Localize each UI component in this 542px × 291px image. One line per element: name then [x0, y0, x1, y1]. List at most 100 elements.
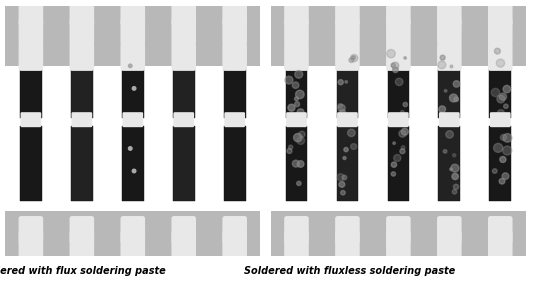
Circle shape	[499, 93, 506, 100]
Circle shape	[439, 106, 446, 113]
Circle shape	[387, 49, 395, 58]
FancyBboxPatch shape	[488, 18, 513, 46]
FancyBboxPatch shape	[18, 0, 43, 26]
Bar	[286, 43, 307, 118]
FancyBboxPatch shape	[173, 112, 194, 127]
Bar	[388, 43, 409, 118]
Circle shape	[499, 178, 505, 184]
Bar	[337, 126, 358, 201]
Text: Soldered with fluxless soldering paste: Soldered with fluxless soldering paste	[244, 266, 455, 276]
Bar	[5, 211, 260, 256]
FancyBboxPatch shape	[335, 18, 360, 46]
FancyBboxPatch shape	[69, 0, 94, 26]
Circle shape	[341, 191, 345, 195]
FancyBboxPatch shape	[21, 112, 41, 127]
Circle shape	[292, 82, 299, 88]
Circle shape	[297, 161, 304, 167]
Circle shape	[132, 87, 136, 90]
FancyBboxPatch shape	[222, 0, 247, 26]
Circle shape	[440, 55, 445, 60]
FancyBboxPatch shape	[171, 43, 196, 71]
Circle shape	[494, 143, 503, 152]
Circle shape	[453, 81, 460, 87]
Circle shape	[391, 162, 397, 167]
FancyBboxPatch shape	[388, 112, 409, 127]
Circle shape	[496, 59, 505, 67]
Circle shape	[344, 148, 348, 152]
Bar	[489, 43, 511, 118]
FancyBboxPatch shape	[437, 216, 462, 244]
Circle shape	[339, 182, 345, 187]
Circle shape	[285, 76, 293, 84]
Bar	[388, 126, 409, 201]
Circle shape	[338, 104, 345, 111]
FancyBboxPatch shape	[437, 43, 462, 71]
Circle shape	[393, 155, 401, 162]
Circle shape	[503, 85, 511, 93]
FancyBboxPatch shape	[18, 18, 43, 46]
Circle shape	[451, 164, 459, 172]
FancyBboxPatch shape	[284, 0, 309, 26]
Circle shape	[128, 64, 132, 68]
FancyBboxPatch shape	[488, 0, 513, 26]
Bar	[173, 43, 195, 118]
Bar	[5, 6, 260, 66]
Circle shape	[504, 104, 508, 109]
Circle shape	[295, 90, 304, 99]
FancyBboxPatch shape	[386, 43, 411, 71]
Circle shape	[295, 70, 302, 78]
FancyBboxPatch shape	[488, 231, 513, 259]
Bar	[271, 211, 526, 256]
Circle shape	[391, 63, 395, 68]
Circle shape	[399, 130, 406, 137]
Circle shape	[294, 97, 299, 101]
Circle shape	[297, 109, 304, 116]
FancyBboxPatch shape	[284, 43, 309, 71]
Circle shape	[347, 129, 355, 136]
FancyBboxPatch shape	[120, 216, 145, 244]
FancyBboxPatch shape	[284, 231, 309, 259]
FancyBboxPatch shape	[171, 216, 196, 244]
Circle shape	[297, 137, 305, 144]
Circle shape	[287, 148, 292, 153]
FancyBboxPatch shape	[69, 231, 94, 259]
Circle shape	[401, 146, 405, 149]
Bar	[286, 126, 307, 201]
Circle shape	[342, 175, 347, 180]
Circle shape	[351, 54, 358, 62]
Circle shape	[500, 157, 506, 162]
Circle shape	[403, 102, 408, 107]
Circle shape	[349, 58, 354, 63]
FancyBboxPatch shape	[69, 43, 94, 71]
FancyBboxPatch shape	[18, 43, 43, 71]
Circle shape	[296, 181, 301, 186]
Circle shape	[401, 128, 408, 135]
FancyBboxPatch shape	[439, 112, 460, 127]
Circle shape	[453, 154, 456, 157]
FancyBboxPatch shape	[222, 18, 247, 46]
Circle shape	[295, 102, 300, 107]
FancyBboxPatch shape	[222, 216, 247, 244]
FancyBboxPatch shape	[222, 43, 247, 71]
FancyBboxPatch shape	[437, 231, 462, 259]
Circle shape	[395, 78, 403, 86]
FancyBboxPatch shape	[171, 0, 196, 26]
Circle shape	[345, 81, 347, 83]
FancyBboxPatch shape	[437, 18, 462, 46]
FancyBboxPatch shape	[286, 112, 307, 127]
FancyBboxPatch shape	[335, 216, 360, 244]
FancyBboxPatch shape	[284, 18, 309, 46]
FancyBboxPatch shape	[284, 216, 309, 244]
FancyBboxPatch shape	[488, 216, 513, 244]
Circle shape	[493, 169, 497, 173]
Circle shape	[500, 134, 506, 141]
Bar	[20, 43, 42, 118]
Circle shape	[299, 131, 305, 137]
FancyBboxPatch shape	[171, 18, 196, 46]
FancyBboxPatch shape	[437, 0, 462, 26]
Bar	[224, 126, 246, 201]
Text: Soldered with flux soldering paste: Soldered with flux soldering paste	[0, 266, 165, 276]
Circle shape	[393, 142, 396, 144]
Bar	[20, 126, 42, 201]
Circle shape	[404, 57, 406, 59]
